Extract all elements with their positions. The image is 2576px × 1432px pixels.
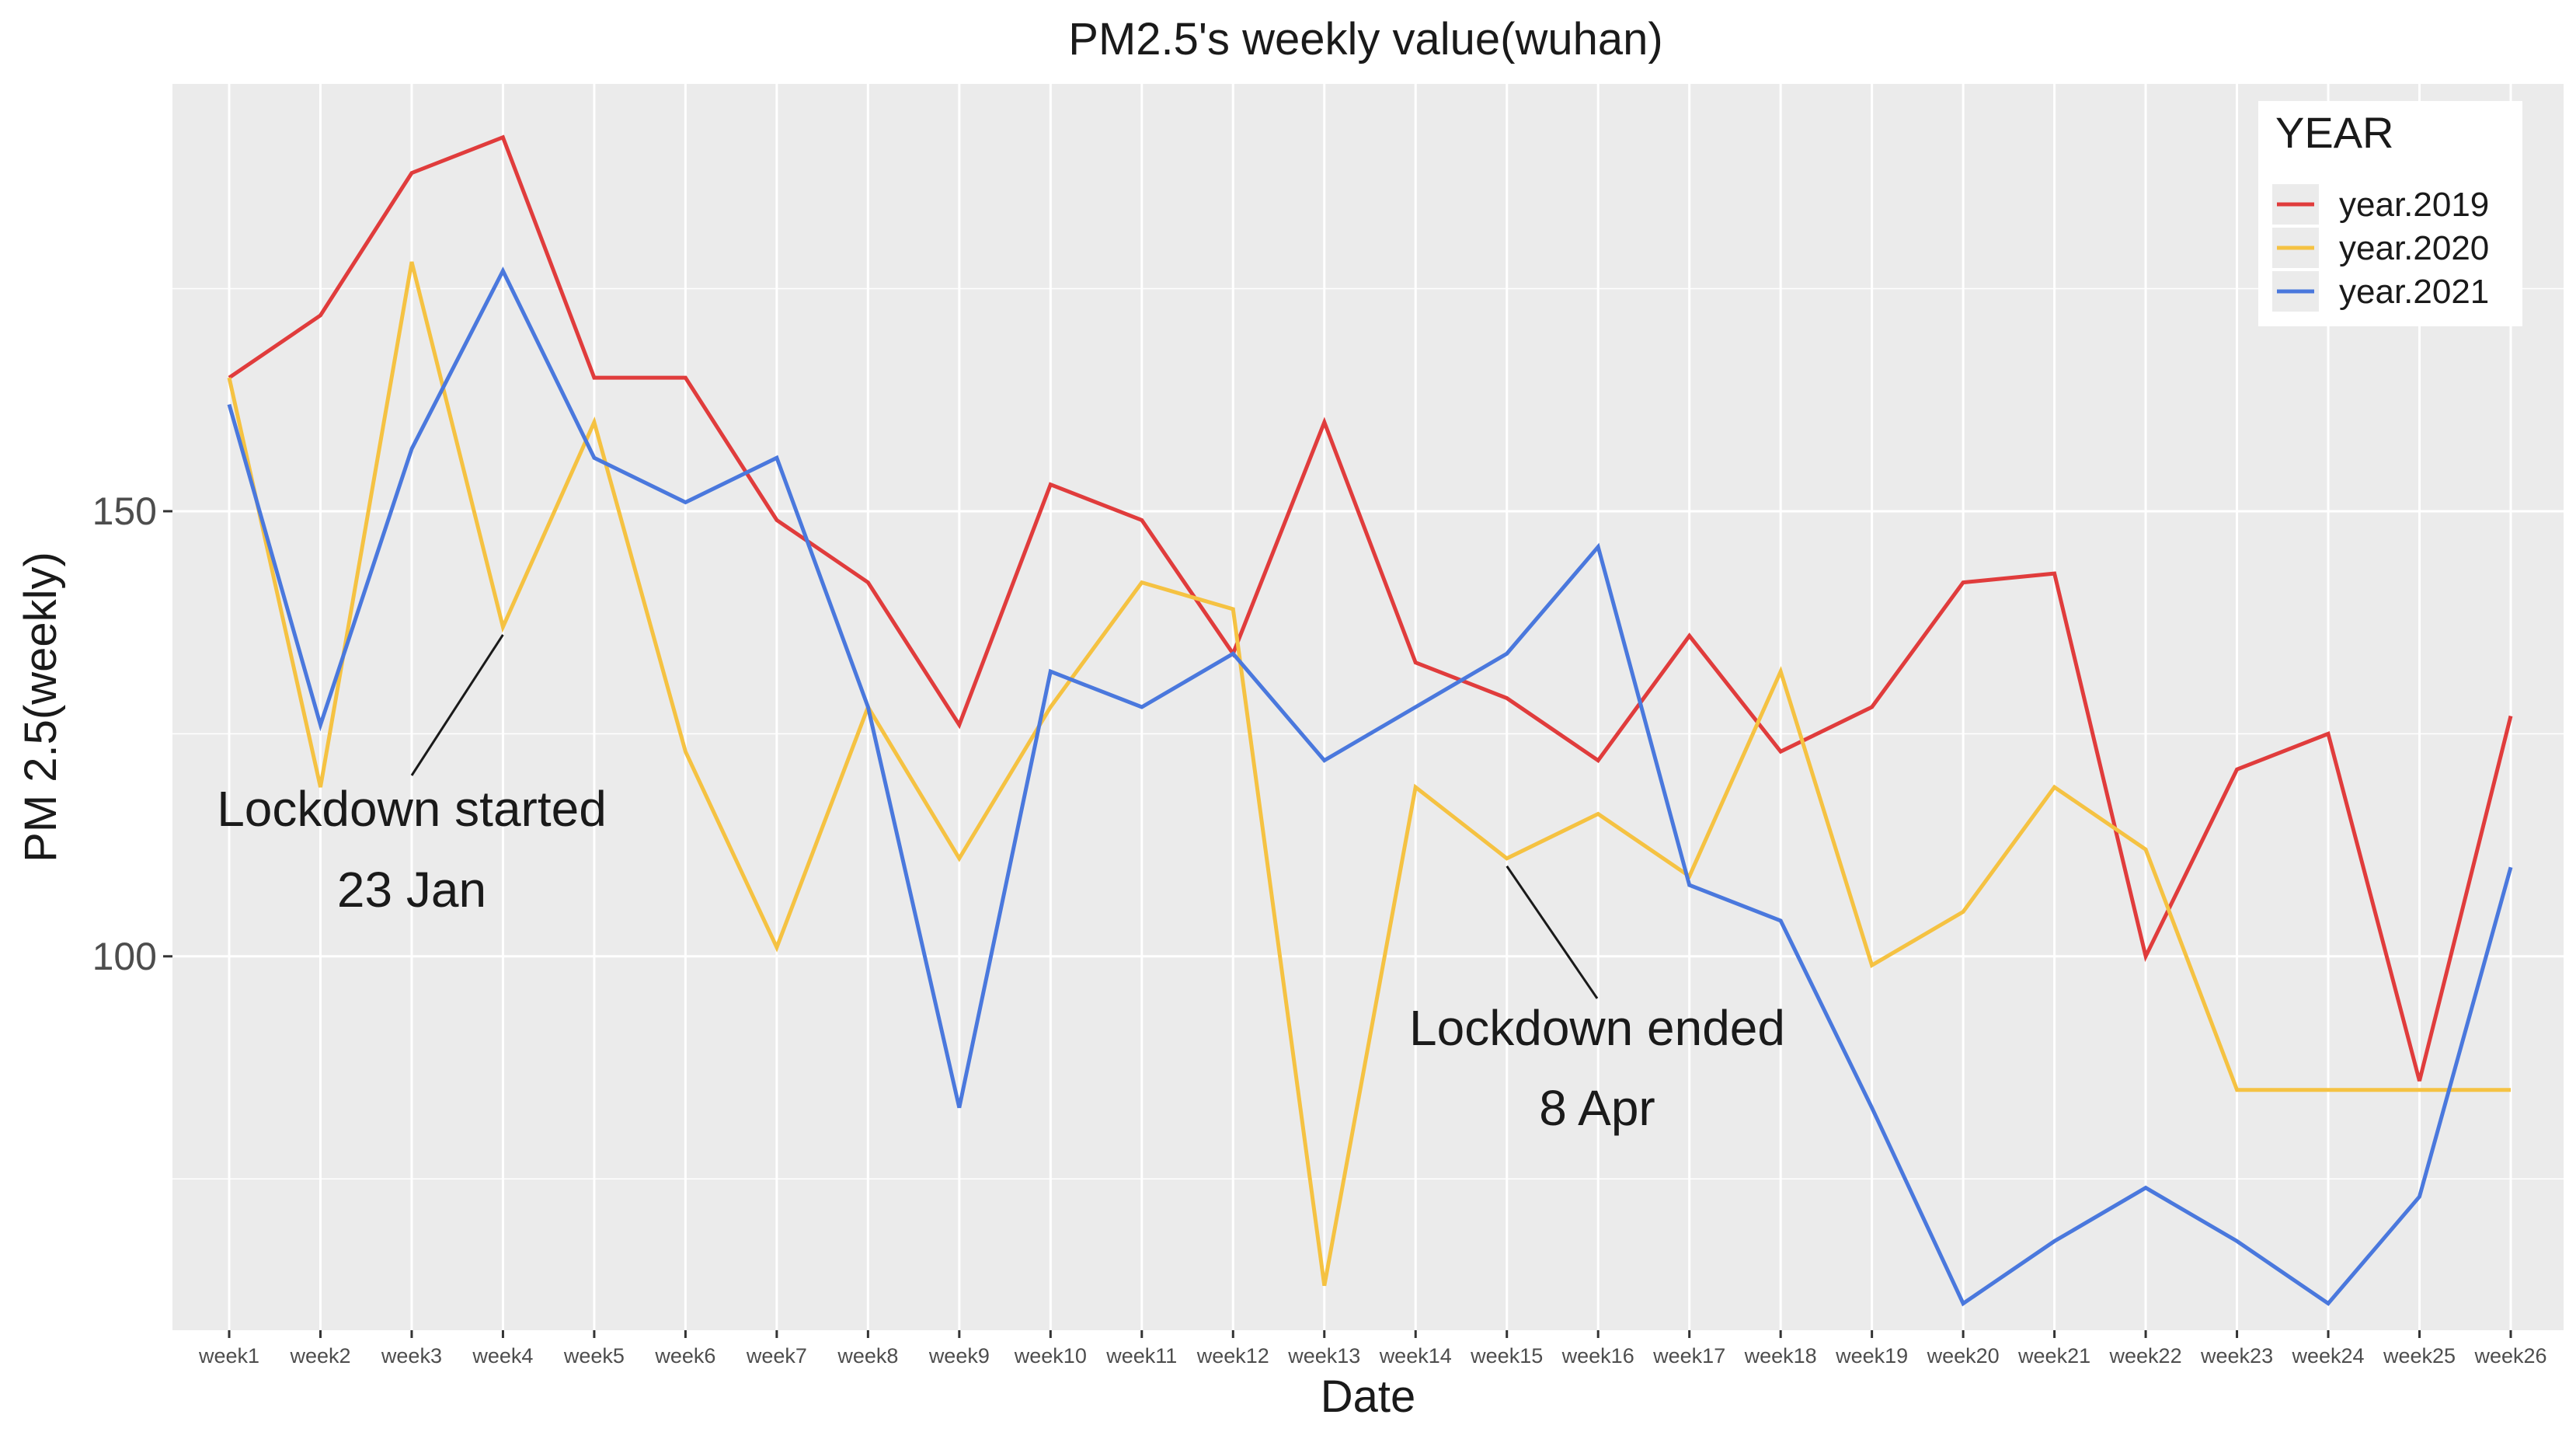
x-tick-label: week11 [1105, 1344, 1177, 1368]
x-axis-title: Date [1321, 1371, 1416, 1422]
y-tick-label: 150 [92, 490, 157, 533]
annotation-label: Lockdown ended [1409, 1000, 1785, 1056]
x-tick-label: week26 [2473, 1344, 2546, 1368]
series-line-year-2021 [227, 267, 2513, 1307]
x-tick-label: week13 [1287, 1344, 1360, 1368]
plot-panel [172, 84, 2564, 1330]
x-tick-label: week9 [928, 1344, 990, 1368]
legend: YEAR year.2019 year.2020 year.2021 [2258, 101, 2522, 326]
legend-items: year.2019 year.2020 year.2021 [2272, 184, 2489, 312]
x-tick-label: week6 [654, 1344, 715, 1368]
x-tick-label: week7 [746, 1344, 807, 1368]
annotation-leader-line [1506, 865, 1599, 999]
series-line-year-2020 [227, 261, 2511, 1287]
x-tick-label: week18 [1744, 1344, 1817, 1368]
x-tick-label: week14 [1379, 1344, 1452, 1368]
legend-label: year.2021 [2339, 273, 2489, 311]
legend-label: year.2019 [2339, 186, 2489, 224]
x-tick-label: week20 [1927, 1344, 2000, 1368]
x-tick-label: week22 [2109, 1344, 2182, 1368]
x-tick-label: week19 [1835, 1344, 1908, 1368]
x-tick-label: week15 [1470, 1344, 1543, 1368]
x-tick-label: week21 [2017, 1344, 2090, 1368]
annotation-leader-line [410, 634, 504, 776]
x-tick-label: week17 [1652, 1344, 1725, 1368]
annotations: Lockdown started 23 Jan Lockdown ended 8 Ap… [217, 634, 1785, 1136]
series-lines [227, 134, 2513, 1307]
x-tick-label: week23 [2200, 1344, 2273, 1368]
x-tick-label: week24 [2292, 1344, 2365, 1368]
x-tick-label: week16 [1561, 1344, 1634, 1368]
x-tick-label: week4 [472, 1344, 533, 1368]
y-axis-ticks: 100 150 [92, 490, 172, 978]
series-line-year-2019 [228, 134, 2513, 1082]
legend-label: year.2020 [2339, 229, 2489, 267]
chart-title: PM2.5's weekly value(wuhan) [1068, 14, 1662, 64]
x-axis-ticks: week1 week2 week3 week4 week5 week6 week7 week8… [198, 1330, 2547, 1368]
annotation-date: 23 Jan [337, 862, 486, 918]
y-tick-label: 100 [92, 935, 157, 978]
x-tick-label: week2 [289, 1344, 350, 1368]
x-tick-label: week5 [563, 1344, 625, 1368]
x-tick-label: week8 [837, 1344, 898, 1368]
annotation-label: Lockdown started [217, 781, 607, 837]
x-tick-label: week12 [1196, 1344, 1269, 1368]
y-axis-title: PM 2.5(weekly) [16, 552, 66, 862]
annotation-date: 8 Apr [1539, 1080, 1655, 1136]
x-tick-label: week10 [1014, 1344, 1087, 1368]
x-tick-label: week25 [2383, 1344, 2456, 1368]
x-tick-label: week3 [381, 1344, 442, 1368]
legend-title: YEAR [2275, 108, 2394, 157]
x-tick-label: week1 [198, 1344, 259, 1368]
